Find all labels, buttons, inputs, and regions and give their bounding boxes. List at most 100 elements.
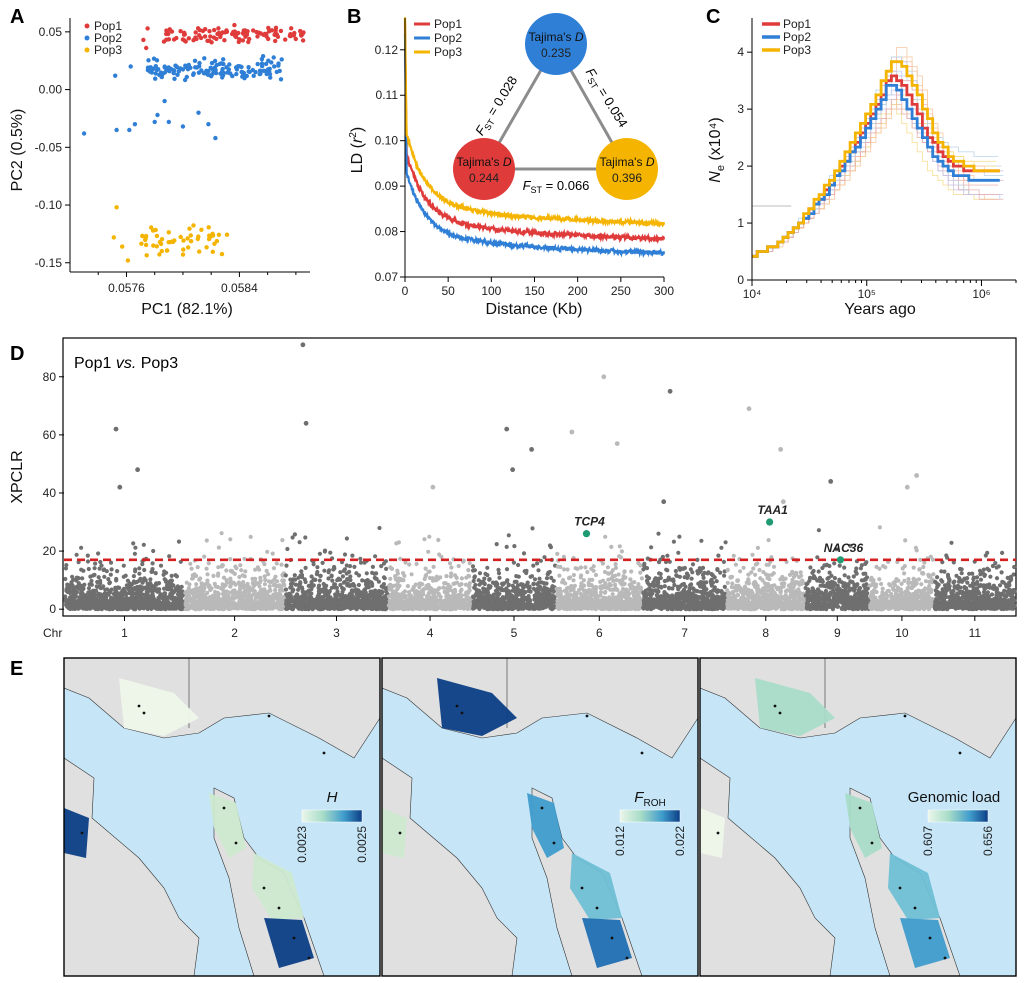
psmc-y-tick-label: 2 — [737, 159, 744, 173]
tajima-d: D — [503, 155, 512, 169]
xpclr-point — [280, 538, 285, 543]
xpclr-point — [274, 561, 279, 566]
pca-point-pop1 — [145, 26, 150, 31]
xpclr-point — [281, 581, 286, 586]
xpclr-point — [482, 581, 487, 586]
xpclr-point — [204, 538, 209, 543]
xpclr-point — [230, 570, 235, 575]
tajima-value: 0.244 — [469, 171, 499, 185]
xpclr-point — [407, 605, 413, 610]
xpclr-point — [179, 584, 184, 589]
xpclr-point — [587, 577, 592, 582]
tajima-node-pop3 — [596, 138, 658, 200]
xpclr-point — [370, 601, 375, 606]
xpclr-point — [228, 584, 233, 589]
xpclr-point — [424, 584, 429, 589]
pca-point-pop3 — [214, 238, 220, 244]
xpclr-point — [87, 602, 92, 608]
pca-point-pop3 — [139, 241, 144, 246]
fst-value: = 0.066 — [542, 178, 589, 193]
xpclr-point — [427, 575, 433, 581]
xpclr-point — [449, 565, 454, 570]
pca-point-pop3 — [159, 248, 164, 254]
xpclr-point — [248, 606, 253, 611]
xpclr-point — [395, 587, 400, 592]
xpclr-point — [495, 606, 500, 611]
xpclr-point — [89, 590, 94, 596]
xpclr-point — [132, 551, 137, 556]
xpclr-point — [344, 598, 349, 603]
xpclr-point — [362, 590, 367, 595]
xpclr-point — [494, 581, 499, 587]
pca-point-pop3 — [125, 258, 131, 263]
pca-point-pop1 — [283, 37, 288, 42]
xpclr-point — [421, 592, 426, 597]
pca-legend-label: Pop3 — [94, 43, 122, 57]
xpclr-point — [629, 569, 634, 574]
xpclr-point — [295, 603, 300, 608]
xpclr-point — [407, 562, 412, 567]
xpclr-point — [556, 604, 561, 609]
xpclr-point — [318, 573, 323, 578]
xpclr-point — [167, 554, 172, 559]
xpclr-point — [77, 601, 82, 606]
xpclr-point — [464, 590, 469, 595]
xpclr-point — [436, 537, 441, 543]
xpclr-point — [215, 573, 221, 578]
xpclr-point — [633, 586, 638, 591]
pca-point-pop1 — [193, 35, 198, 40]
xpclr-point — [572, 594, 577, 599]
xpclr-point — [471, 578, 476, 584]
xpclr-point — [356, 582, 361, 588]
pca-point-pop2 — [247, 69, 252, 75]
xpclr-point — [169, 582, 174, 587]
xpclr-point — [196, 606, 201, 611]
pca-point-pop3 — [204, 245, 209, 250]
xpclr-point — [151, 548, 156, 554]
xpclr-point — [617, 554, 622, 559]
xpclr-point — [337, 600, 342, 605]
xpclr-point — [601, 595, 606, 601]
xpclr-point — [320, 560, 325, 566]
xpclr-point — [129, 595, 134, 601]
xpclr-point — [205, 578, 210, 583]
xpclr-point — [591, 568, 596, 573]
psmc-legend-label: Pop2 — [783, 30, 811, 44]
xpclr-point — [466, 568, 471, 573]
xpclr-point — [115, 569, 120, 574]
tajima-d: D — [646, 155, 655, 169]
xpclr-point — [187, 582, 192, 587]
xpclr-point — [438, 594, 443, 600]
xpclr-point — [562, 588, 568, 594]
xpclr-point — [527, 584, 532, 589]
xpclr-point — [243, 592, 248, 597]
pca-point-pop1 — [232, 22, 237, 28]
xpclr-point — [391, 604, 396, 609]
ld-decay-plot: 0 50 100 150 200 250 3000.070.080.090.100.110.… — [348, 13, 674, 318]
xpclr-point — [631, 601, 636, 606]
xpclr-point — [451, 593, 456, 598]
xpclr-point — [571, 578, 576, 583]
xpclr-point — [186, 586, 191, 591]
xpclr-point — [444, 574, 449, 579]
pca-point-pop3 — [143, 233, 149, 239]
xpclr-point — [97, 566, 102, 571]
xpclr-point — [200, 597, 205, 603]
psmc-bootstrap-line — [752, 80, 999, 257]
xpclr-point — [514, 574, 519, 579]
xpclr-point — [638, 570, 643, 575]
xpclr-point — [87, 582, 92, 587]
xpclr-point — [377, 525, 382, 531]
xpclr-point — [196, 603, 201, 608]
xpclr-point — [113, 585, 118, 590]
pca-point-pop3 — [191, 223, 196, 228]
xpclr-point — [82, 606, 87, 611]
ld-y-tick-label: 0.12 — [375, 43, 399, 57]
xpclr-point — [263, 577, 268, 583]
xpclr-point — [290, 606, 296, 612]
xpclr-point — [88, 606, 93, 611]
xpclr-point — [176, 539, 182, 544]
pca-point-pop2 — [180, 67, 186, 72]
